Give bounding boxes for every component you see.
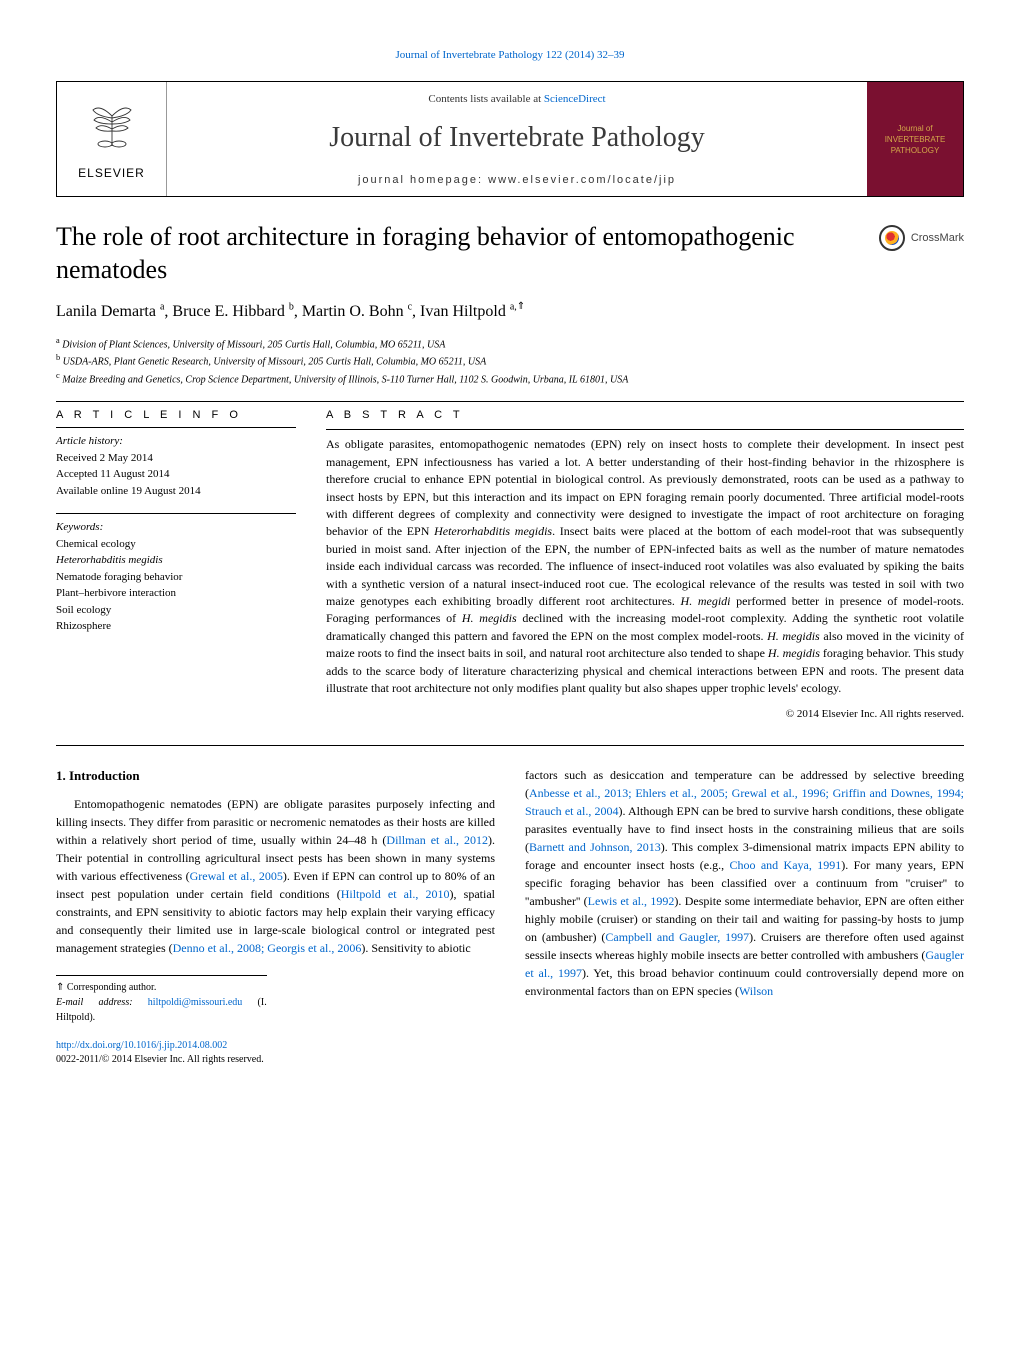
citation-link[interactable]: Barnett and Johnson, 2013 <box>529 840 661 854</box>
article-info-heading: A R T I C L E I N F O <box>56 408 296 423</box>
cover-text: Journal of INVERTEBRATE PATHOLOGY <box>867 119 963 161</box>
corresponding-note: ⇑ Corresponding author. <box>56 980 267 995</box>
journal-header-center: Contents lists available at ScienceDirec… <box>167 82 867 196</box>
journal-name: Journal of Invertebrate Pathology <box>187 118 847 157</box>
crossmark-badge[interactable]: CrossMark <box>879 225 964 251</box>
citation-link[interactable]: Choo and Kaya, 1991 <box>729 858 841 872</box>
keyword-item: Soil ecology <box>56 602 296 619</box>
issn-line: 0022-2011/© 2014 Elsevier Inc. All right… <box>56 1053 495 1067</box>
sciencedirect-link[interactable]: ScienceDirect <box>544 93 606 105</box>
footnotes: ⇑ Corresponding author. E-mail address: … <box>56 975 267 1025</box>
body-columns: 1. Introduction Entomopathogenic nematod… <box>56 766 964 1068</box>
elsevier-tree-icon <box>85 96 139 157</box>
keyword-item: Nematode foraging behavior <box>56 569 296 586</box>
abstract-heading: A B S T R A C T <box>326 408 964 423</box>
history-line: Available online 19 August 2014 <box>56 483 296 500</box>
abstract-copyright: © 2014 Elsevier Inc. All rights reserved… <box>326 707 964 722</box>
citation-link[interactable]: Anbesse et al., 2013; Ehlers et al., 200… <box>525 786 964 818</box>
homepage-prefix: journal homepage: <box>358 174 488 186</box>
citation-link[interactable]: Hiltpold et al., 2010 <box>341 887 450 901</box>
keywords-label: Keywords: <box>56 520 296 535</box>
citation-link[interactable]: Grewal et al., 2005 <box>190 869 283 883</box>
citation-link[interactable]: Lewis et al., 1992 <box>588 894 675 908</box>
journal-citation-link: Journal of Invertebrate Pathology 122 (2… <box>56 48 964 63</box>
page-footer: http://dx.doi.org/10.1016/j.jip.2014.08.… <box>56 1039 495 1067</box>
citation-link[interactable]: Denno et al., 2008; Georgis et al., 2006 <box>173 941 362 955</box>
affiliations: a Division of Plant Sciences, University… <box>56 335 964 387</box>
citation-link[interactable]: Dillman et al., 2012 <box>386 833 488 847</box>
authors-text: Lanila Demarta a, Bruce E. Hibbard b, Ma… <box>56 303 517 320</box>
rule-above-body <box>56 745 964 746</box>
email-line: E-mail address: hiltpoldi@missouri.edu (… <box>56 995 267 1025</box>
corresponding-email[interactable]: hiltpoldi@missouri.edu <box>148 997 243 1008</box>
keyword-item: Heterorhabditis megidis <box>56 552 296 569</box>
email-label: E-mail address: <box>56 997 148 1008</box>
citation-link[interactable]: Gaugler et al., 1997 <box>525 948 964 980</box>
journal-homepage-url[interactable]: www.elsevier.com/locate/jip <box>488 174 676 186</box>
citation-link[interactable]: Wilson <box>739 984 773 998</box>
history-line: Accepted 11 August 2014 <box>56 466 296 483</box>
abstract-text: As obligate parasites, entomopathogenic … <box>326 436 964 697</box>
corresponding-mark: ⇑ <box>517 301 525 312</box>
contents-available-line: Contents lists available at ScienceDirec… <box>187 92 847 107</box>
keyword-item: Chemical ecology <box>56 536 296 553</box>
rule-above-info <box>56 401 964 402</box>
affiliation-line: c Maize Breeding and Genetics, Crop Scie… <box>56 370 964 387</box>
body-col-left: 1. Introduction Entomopathogenic nematod… <box>56 766 495 1068</box>
crossmark-icon <box>879 225 905 251</box>
author-list: Lanila Demarta a, Bruce E. Hibbard b, Ma… <box>56 300 964 323</box>
article-info-column: A R T I C L E I N F O Article history: R… <box>56 408 296 723</box>
citation-link[interactable]: Campbell and Gaugler, 1997 <box>605 930 749 944</box>
body-col-right: factors such as desiccation and temperat… <box>525 766 964 1068</box>
article-title: The role of root architecture in foragin… <box>56 221 964 286</box>
journal-homepage-line: journal homepage: www.elsevier.com/locat… <box>187 173 847 188</box>
contents-prefix: Contents lists available at <box>428 93 543 105</box>
intro-heading: 1. Introduction <box>56 766 495 786</box>
keyword-item: Plant–herbivore interaction <box>56 585 296 602</box>
affiliation-line: b USDA-ARS, Plant Genetic Research, Univ… <box>56 352 964 369</box>
history-line: Received 2 May 2014 <box>56 450 296 467</box>
publisher-name: ELSEVIER <box>78 165 145 182</box>
publisher-logo-block: ELSEVIER <box>57 82 167 196</box>
doi-link[interactable]: http://dx.doi.org/10.1016/j.jip.2014.08.… <box>56 1040 227 1051</box>
info-abstract-row: A R T I C L E I N F O Article history: R… <box>56 408 964 723</box>
affiliation-line: a Division of Plant Sciences, University… <box>56 335 964 352</box>
journal-citation[interactable]: Journal of Invertebrate Pathology 122 (2… <box>395 49 624 61</box>
keyword-item: Rhizosphere <box>56 618 296 635</box>
journal-header: ELSEVIER Contents lists available at Sci… <box>56 81 964 197</box>
journal-cover-thumb: Journal of INVERTEBRATE PATHOLOGY <box>867 82 963 196</box>
history-label: Article history: <box>56 434 296 449</box>
intro-paragraph-right: factors such as desiccation and temperat… <box>525 766 964 1000</box>
abstract-column: A B S T R A C T As obligate parasites, e… <box>326 408 964 723</box>
intro-paragraph-left: Entomopathogenic nematodes (EPN) are obl… <box>56 795 495 957</box>
crossmark-label: CrossMark <box>911 231 964 246</box>
